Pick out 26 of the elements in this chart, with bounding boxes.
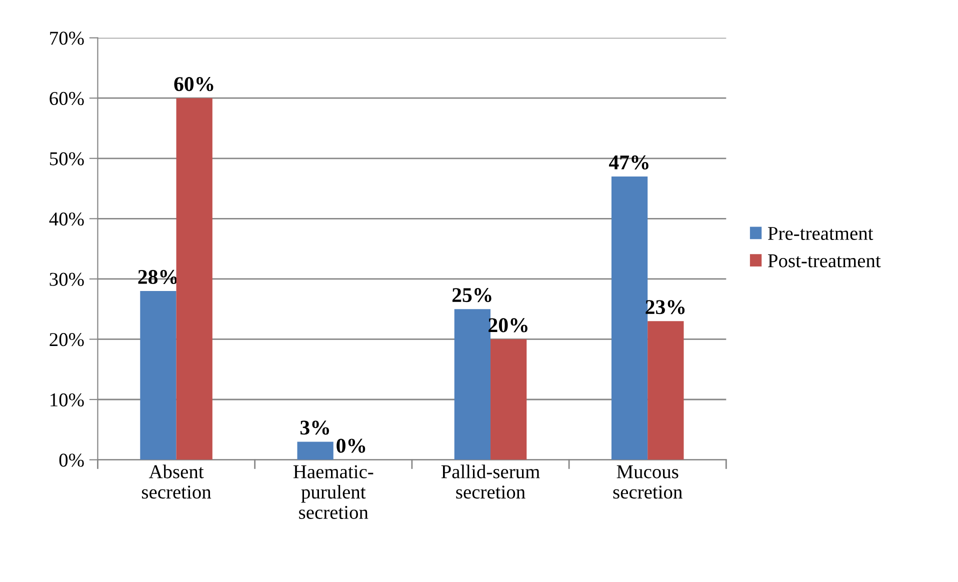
bar xyxy=(297,442,334,460)
legend-label: Post-treatment xyxy=(768,254,881,268)
y-tick-label: 0% xyxy=(59,454,84,467)
bar xyxy=(648,321,684,460)
y-tick-label: 40% xyxy=(49,212,84,226)
data-label: 25% xyxy=(452,288,492,302)
x-tick-label: Absent secretion xyxy=(142,464,212,499)
data-label: 3% xyxy=(300,420,329,435)
data-label: 28% xyxy=(138,270,178,284)
data-label: 47% xyxy=(608,155,648,170)
bar xyxy=(454,309,490,460)
data-label: 0% xyxy=(336,438,366,453)
legend-label: Pre-treatment xyxy=(768,227,874,240)
bar xyxy=(176,98,212,460)
y-tick-label: 30% xyxy=(50,272,84,286)
y-tick-label: 20% xyxy=(50,333,84,346)
y-tick-label: 60% xyxy=(50,92,84,106)
bar xyxy=(490,339,527,460)
y-tick-label: 70% xyxy=(50,32,84,45)
data-label: 60% xyxy=(174,77,214,92)
x-tick-label: Pallid-serum secretion xyxy=(441,464,540,499)
x-tick-label: Haematic- purulent secretion xyxy=(293,465,374,519)
x-tick-label: Mucous secretion xyxy=(613,465,682,499)
bar xyxy=(140,291,176,460)
y-tick-label: 50% xyxy=(50,152,84,166)
y-tick-label: 10% xyxy=(50,393,84,407)
